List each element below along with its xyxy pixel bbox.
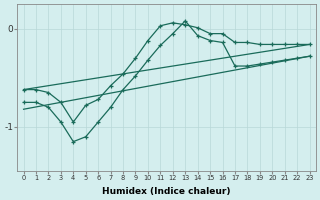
X-axis label: Humidex (Indice chaleur): Humidex (Indice chaleur) (102, 187, 231, 196)
